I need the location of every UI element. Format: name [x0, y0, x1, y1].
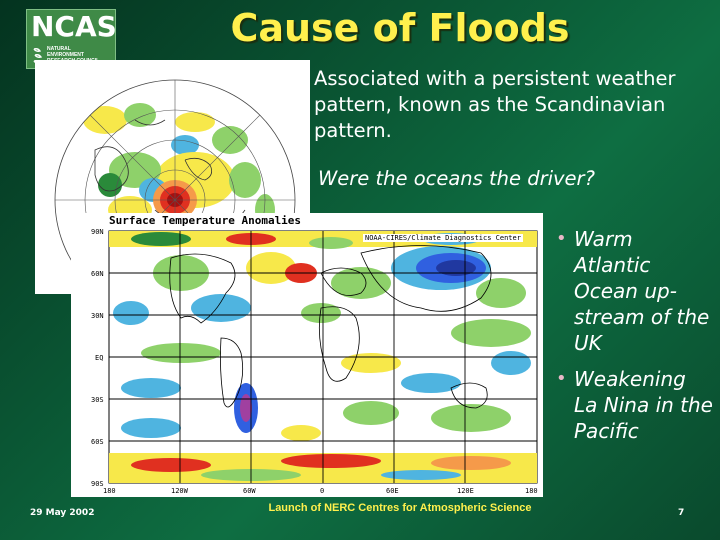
bullet-item: • Warm Atlantic Ocean up-stream of the U… [554, 226, 714, 356]
lat-label: 90S [91, 480, 104, 488]
bullet-dot-icon: • [556, 368, 567, 389]
world-map-graphic: 90N 60N 30N EQ 30S 60S 90S 180 120W 60W … [91, 228, 538, 495]
question-text: Were the oceans the driver? [318, 167, 595, 190]
lon-label: 0 [320, 487, 324, 495]
bullet-text: Weakening La Nina in the Pacific [574, 367, 713, 443]
ncas-logo: NCAS NATURAL ENVIRONMENT RESEARCH COUNCI… [26, 9, 117, 70]
slide-title: Cause of Floods [230, 6, 570, 50]
footer-date: 29 May 2002 [30, 508, 95, 518]
logo-subtitle-line: NATURAL [47, 46, 71, 52]
lat-label: 60N [91, 270, 104, 278]
logo-subtitle-line: ENVIRONMENT [47, 52, 84, 58]
map-title: Surface Temperature Anomalies [109, 214, 302, 227]
lon-label: 120W [171, 487, 189, 495]
lat-label: EQ [95, 354, 103, 362]
page-number: 7 [678, 508, 685, 518]
lat-label: 90N [91, 228, 104, 236]
map-credit: NOAA-CIRES/Climate Diagnostics Center [363, 234, 523, 242]
lon-label: 60W [243, 487, 256, 495]
logo-wordmark: NCAS [31, 10, 117, 43]
lat-label: 30N [91, 312, 104, 320]
bullet-list: • Warm Atlantic Ocean up-stream of the U… [554, 226, 714, 454]
lat-label: 60S [91, 438, 104, 446]
leaf-icon [33, 48, 43, 70]
lon-label: 180 [103, 487, 116, 495]
lon-label: 180 [525, 487, 538, 495]
intro-text: Associated with a persistent weather pat… [314, 67, 676, 142]
bullet-dot-icon: • [556, 228, 567, 249]
bullet-item: • Weakening La Nina in the Pacific [554, 366, 714, 444]
lon-label: 60E [386, 487, 399, 495]
lon-label: 120E [457, 487, 474, 495]
bullet-text: Warm Atlantic Ocean up-stream of the UK [574, 227, 710, 355]
footer-title: Launch of NERC Centres for Atmospheric S… [268, 502, 532, 514]
lat-label: 30S [91, 396, 104, 404]
surface-temperature-map: Surface Temperature Anomalies [71, 213, 543, 497]
